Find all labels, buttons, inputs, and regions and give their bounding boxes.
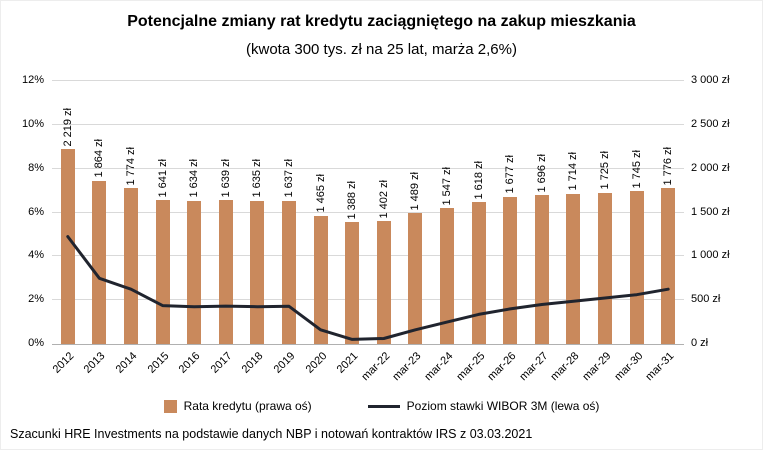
x-axis-line <box>52 344 684 345</box>
legend-label-rata: Rata kredytu (prawa oś) <box>183 399 312 413</box>
gridline <box>52 299 684 301</box>
left-axis-tick-label: 4% <box>28 249 44 262</box>
bar <box>313 215 328 344</box>
plot-area: 2 219 zł 1 864 zł 1 774 zł 1 641 zł 1 634 zł… <box>52 80 684 345</box>
legend-bar-swatch <box>163 399 177 413</box>
right-axis-tick-label: 0 zł <box>691 337 709 349</box>
right-axis-tick-label: 500 zł <box>691 293 721 306</box>
bar-column: 1 639 zł <box>210 81 242 344</box>
bar <box>534 195 549 344</box>
bar-column: 1 864 zł <box>84 81 116 344</box>
bar-column: 1 725 zł <box>589 81 621 344</box>
left-axis-tick-label: 12% <box>21 74 44 86</box>
legend: Rata kredytu (prawa oś) Poziom stawki WI… <box>0 399 763 413</box>
gridline <box>52 211 684 213</box>
bar-column: 1 696 zł <box>526 81 558 344</box>
bar <box>345 222 360 344</box>
bar-column: 1 774 zł <box>115 81 147 344</box>
left-axis-tick-label: 8% <box>28 161 44 174</box>
bar <box>187 200 202 344</box>
bar <box>60 149 75 344</box>
gridline <box>52 123 684 125</box>
right-axis-ticks: 0 zł 500 zł 1 000 zł 1 500 zł 2 000 zł 2 500 … <box>691 74 761 349</box>
bar <box>155 200 170 344</box>
bar-column: 1 714 zł <box>558 81 590 344</box>
bar-column: 1 402 zł <box>368 81 400 344</box>
bar <box>597 192 612 344</box>
left-axis-tick-label: 0% <box>28 337 44 349</box>
bar <box>250 200 265 344</box>
bar <box>566 193 581 344</box>
legend-item-rata: Rata kredytu (prawa oś) <box>163 399 312 413</box>
wibor-line <box>66 235 670 341</box>
bar-column: 1 465 zł <box>305 81 337 344</box>
x-axis-labels: 2012 2013 2014 2015 2016 2017 2018 2019 2020 2021… <box>50 346 684 394</box>
gridline <box>52 167 684 169</box>
right-axis-tick-label: 1 500 zł <box>691 205 730 218</box>
source-note: Szacunki HRE Investments na podstawie da… <box>10 427 533 441</box>
bar <box>123 188 138 344</box>
legend-label-wibor: Poziom stawki WIBOR 3M (lewa oś) <box>406 399 600 413</box>
legend-line-swatch <box>367 404 400 408</box>
bar-column: 1 547 zł <box>431 81 463 344</box>
chart-subtitle: (kwota 300 tys. zł na 25 lat, marża 2,6%… <box>246 41 517 58</box>
bar-column: 1 776 zł <box>652 81 684 344</box>
bar-column: 1 618 zł <box>463 81 495 344</box>
bar <box>471 202 486 344</box>
bar-column: 1 641 zł <box>147 81 179 344</box>
left-axis-tick-label: 2% <box>28 293 44 306</box>
left-axis-tick-label: 6% <box>28 205 44 218</box>
right-axis-tick-label: 1 000 zł <box>691 249 730 262</box>
legend-item-wibor: Poziom stawki WIBOR 3M (lewa oś) <box>367 399 600 413</box>
bar <box>376 221 391 344</box>
bar-column: 1 745 zł <box>621 81 653 344</box>
bar-column: 1 489 zł <box>400 81 432 344</box>
right-axis-tick-label: 2 000 zł <box>691 161 730 174</box>
gridline <box>52 80 684 81</box>
right-axis-tick-label: 2 500 zł <box>691 117 730 130</box>
left-axis-ticks: 0% 2% 4% 6% 8% 10% 12% <box>0 74 44 349</box>
bar <box>439 208 454 344</box>
left-axis-tick-label: 10% <box>21 117 44 130</box>
bar-column: 1 634 zł <box>178 81 210 344</box>
bar <box>408 213 423 344</box>
right-axis-tick-label: 3 000 zł <box>691 74 730 86</box>
bar-column: 1 635 zł <box>242 81 274 344</box>
bar <box>92 180 107 344</box>
bar-column: 2 219 zł <box>52 81 84 344</box>
bar-column: 1 388 zł <box>336 81 368 344</box>
bar <box>629 191 644 344</box>
bar <box>218 200 233 344</box>
bar <box>661 188 676 344</box>
chart-title: Potencjalne zmiany rat kredytu zaciągnię… <box>127 13 636 30</box>
gridline <box>52 255 684 257</box>
